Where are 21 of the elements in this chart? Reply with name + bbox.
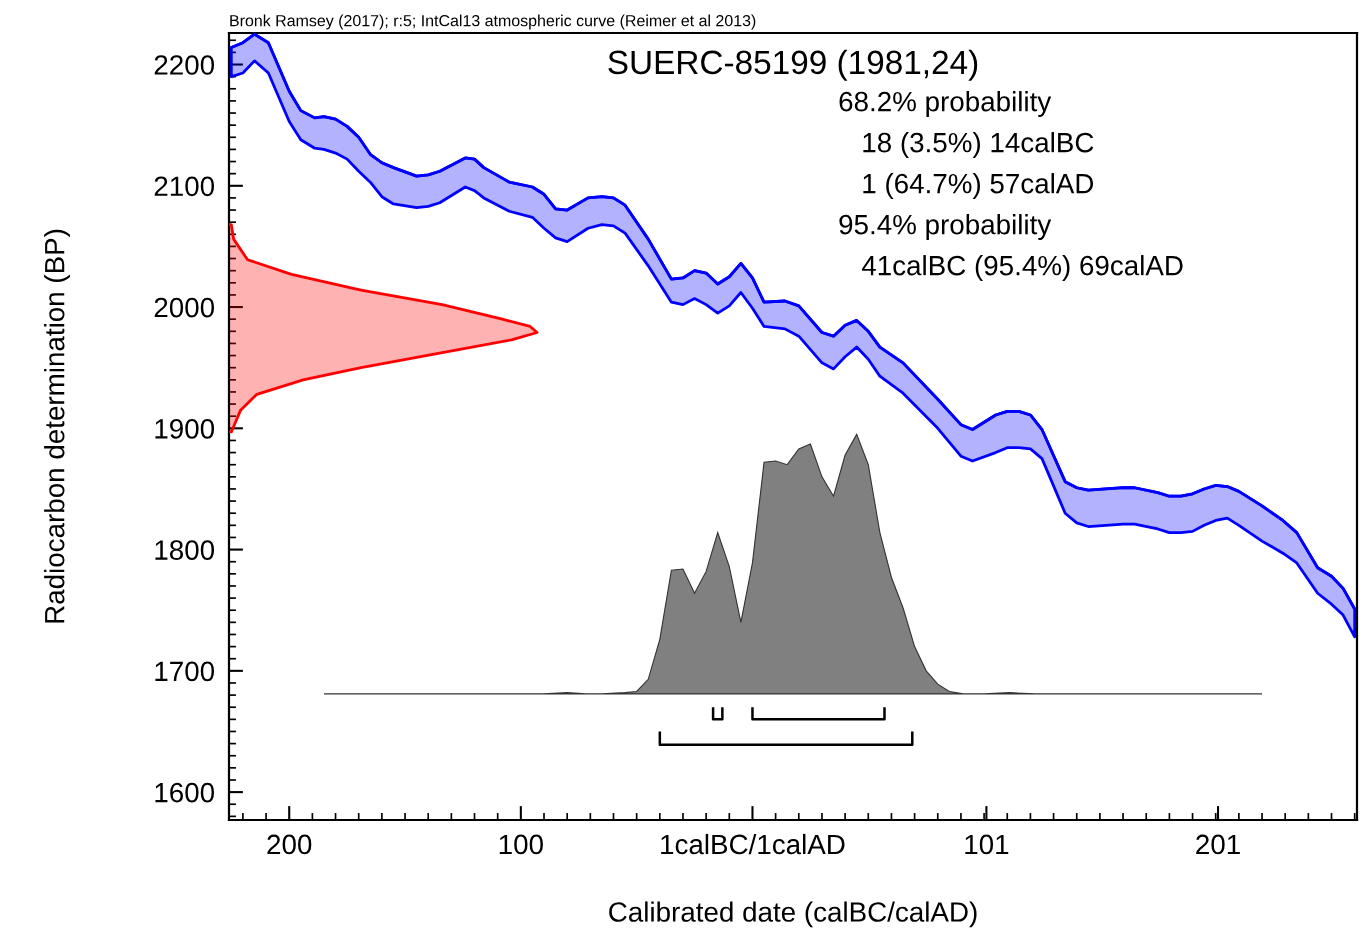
x-tick-label: 100 [499,834,543,855]
annotation: 41calBC (95.4%) 69calAD [861,255,1183,281]
y-tick-label: 2200 [154,55,215,75]
y-tick-label: 2100 [154,176,215,197]
x-tick-label: 201 [1196,834,1240,855]
annotation: 95.4% probability [839,214,1052,240]
text: Bronk Ramsey (2017); r:5; IntCal13 atmospheric curve (Reimer et al 2013) [230,14,756,30]
y-axis-title: Radiocarbon determination (BP) [44,229,70,623]
annotation: 1 (64.7%) 57calAD [863,173,1094,199]
chart-title: SUERC-85199 (1981,24) [608,49,978,81]
y-tick-label: 1600 [155,782,215,803]
annotation: 18 (3.5%) 14calBC [863,132,1094,158]
y-tick-label: 1800 [155,540,215,560]
y-tick-label: 1900 [155,418,215,439]
x-tick-label: 1calBC/1calAD [661,833,845,855]
x-axis-title: Calibrated date (calBC/calAD) [609,901,977,928]
y-tick-label: 1700 [155,661,215,682]
annotation: 68.2% probability [839,91,1052,117]
x-tick-label: 101 [965,834,1009,855]
y-tick-label: 2000 [154,297,215,318]
x-tick-label: 200 [267,834,312,855]
